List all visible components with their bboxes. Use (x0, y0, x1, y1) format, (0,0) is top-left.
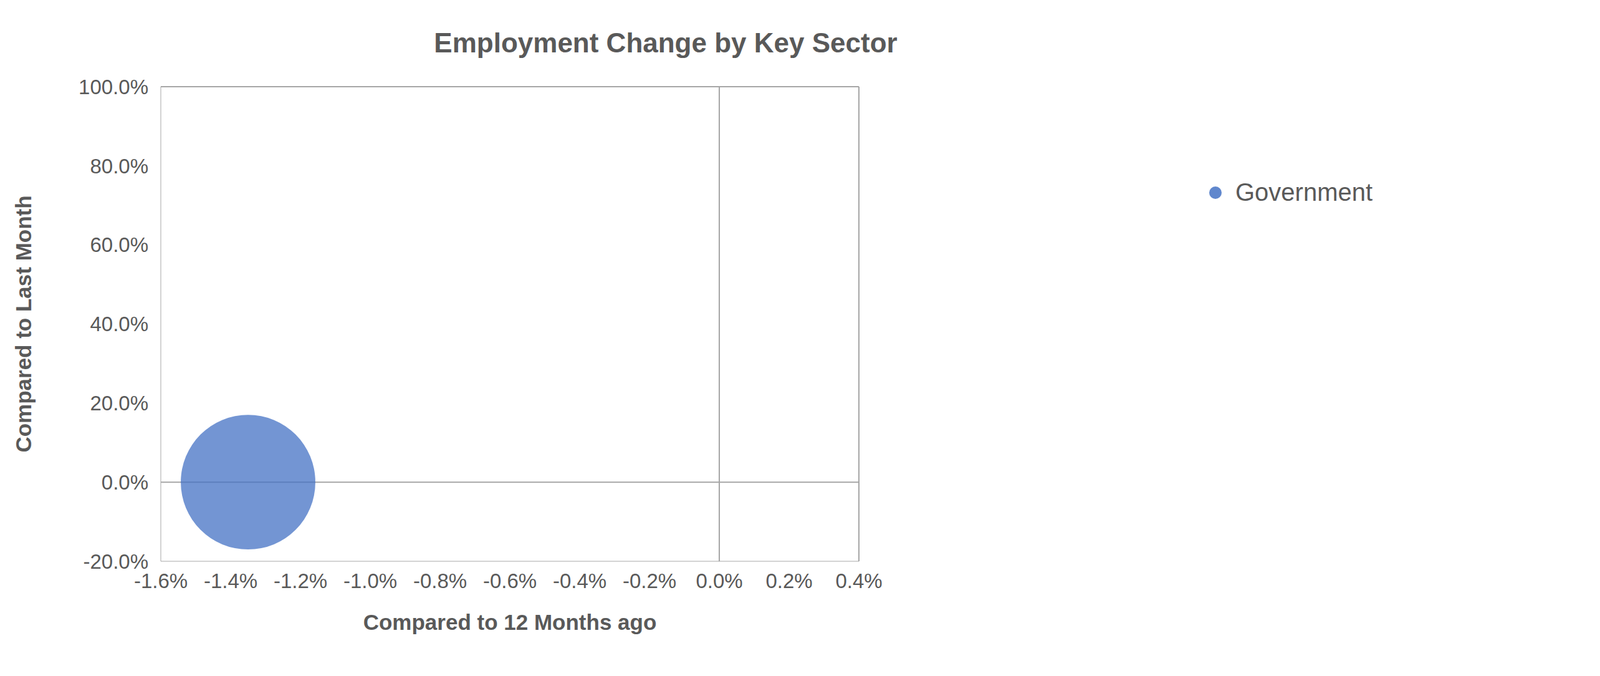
svg-text:-0.2%: -0.2% (622, 569, 677, 593)
html-text:Government: Government (1235, 178, 1373, 206)
svg-text:60.0%: 60.0% (89, 233, 149, 257)
svg-text:80.0%: 80.0% (89, 154, 149, 178)
svg-text:40.0%: 40.0% (89, 312, 149, 336)
svg-text:-0.4%: -0.4% (552, 569, 607, 593)
svg-text:0.2%: 0.2% (765, 569, 813, 593)
html-text:Employment Change by Key Secto: Employment Change by Key Sector (434, 27, 898, 58)
svg-text:0.4%: 0.4% (835, 569, 882, 593)
svg-text:0.0%: 0.0% (101, 470, 149, 494)
svg-text:100.0%: 100.0% (78, 75, 149, 99)
svg-text:-20.0%: -20.0% (82, 549, 149, 573)
svg-text:0.0%: 0.0% (695, 569, 743, 593)
svg-text:Compared to Last Month: Compared to Last Month (11, 195, 36, 452)
svg-text:-0.6%: -0.6% (483, 569, 537, 593)
svg-text:-1.6%: -1.6% (134, 569, 188, 593)
svg-text:-1.0%: -1.0% (343, 569, 398, 593)
svg-text:-1.2%: -1.2% (273, 569, 328, 593)
svg-text:-1.4%: -1.4% (203, 569, 258, 593)
svg-text:Compared to 12 Months ago: Compared to 12 Months ago (363, 609, 657, 634)
svg-text:20.0%: 20.0% (89, 391, 149, 415)
svg-text:-0.8%: -0.8% (413, 569, 467, 593)
